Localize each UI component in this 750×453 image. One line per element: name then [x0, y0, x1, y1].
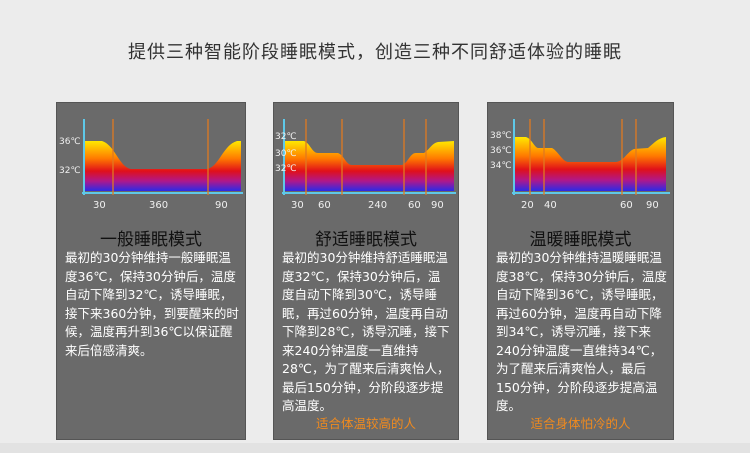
mode-title: 温暖睡眠模式 [529, 230, 632, 250]
x-tick-label: 60 [620, 200, 633, 211]
x-tick-label: 90 [215, 200, 228, 211]
suitability-tag: 适合体温较高的人 [315, 416, 416, 431]
mode-card-comfort: 32℃ 30℃ 32℃ 30 60 240 60 90 舒适睡眠模式 最初的30… [274, 103, 458, 439]
x-tick-label: 90 [646, 200, 659, 211]
y-tick-label: 30℃ [275, 149, 297, 159]
suitability-tag: 适合身体怕冷的人 [530, 416, 631, 431]
temperature-area [85, 141, 241, 191]
y-tick-label: 34℃ [490, 161, 512, 171]
temperature-area [285, 141, 454, 191]
y-tick-label: 36℃ [490, 146, 512, 156]
page-headline: 提供三种智能阶段睡眠模式，创造三种不同舒适体验的睡眠 [128, 42, 622, 63]
x-tick-label: 60 [408, 200, 421, 211]
y-tick-label: 32℃ [59, 166, 81, 176]
mode-title: 一般睡眠模式 [100, 230, 202, 250]
x-tick-label: 20 [521, 200, 534, 211]
temperature-area [515, 137, 666, 191]
mode-card-warm: 38℃ 36℃ 34℃ 20 40 60 90 温暖睡眠模式 最初的30分钟维持… [488, 103, 673, 439]
mode-description: 最初的30分钟维持温暖睡眠温度38℃，保持30分钟后，温度自动下降到36℃，诱导… [496, 250, 667, 413]
temperature-chart: 38℃ 36℃ 34℃ 20 40 60 90 [490, 119, 670, 211]
mode-title: 舒适睡眠模式 [315, 230, 417, 250]
y-tick-label: 38℃ [490, 131, 512, 141]
x-tick-label: 240 [368, 200, 387, 211]
y-tick-label: 32℃ [275, 164, 297, 174]
bottom-strip [0, 443, 750, 453]
temperature-chart: 36℃ 32℃ 30 360 90 [59, 119, 243, 211]
x-tick-label: 90 [431, 200, 444, 211]
x-tick-label: 360 [149, 200, 168, 211]
x-tick-label: 30 [291, 200, 304, 211]
x-tick-label: 40 [544, 200, 557, 211]
mode-description: 最初的30分钟维持舒适睡眠温度32℃，保持30分钟后，温度自动下降到30℃，诱导… [282, 250, 450, 413]
mode-card-general: 36℃ 32℃ 30 360 90 一般睡眠模式 最初的30分钟维持一般睡眠温度… [57, 103, 245, 439]
temperature-chart: 32℃ 30℃ 32℃ 30 60 240 60 90 [275, 119, 456, 211]
mode-description: 最初的30分钟维持一般睡眠温度36℃，保持30分钟后，温度自动下降到32℃，诱导… [65, 250, 239, 358]
x-tick-label: 60 [318, 200, 331, 211]
y-tick-label: 36℃ [59, 137, 81, 147]
x-tick-label: 30 [93, 200, 106, 211]
y-tick-label: 32℃ [275, 132, 297, 142]
